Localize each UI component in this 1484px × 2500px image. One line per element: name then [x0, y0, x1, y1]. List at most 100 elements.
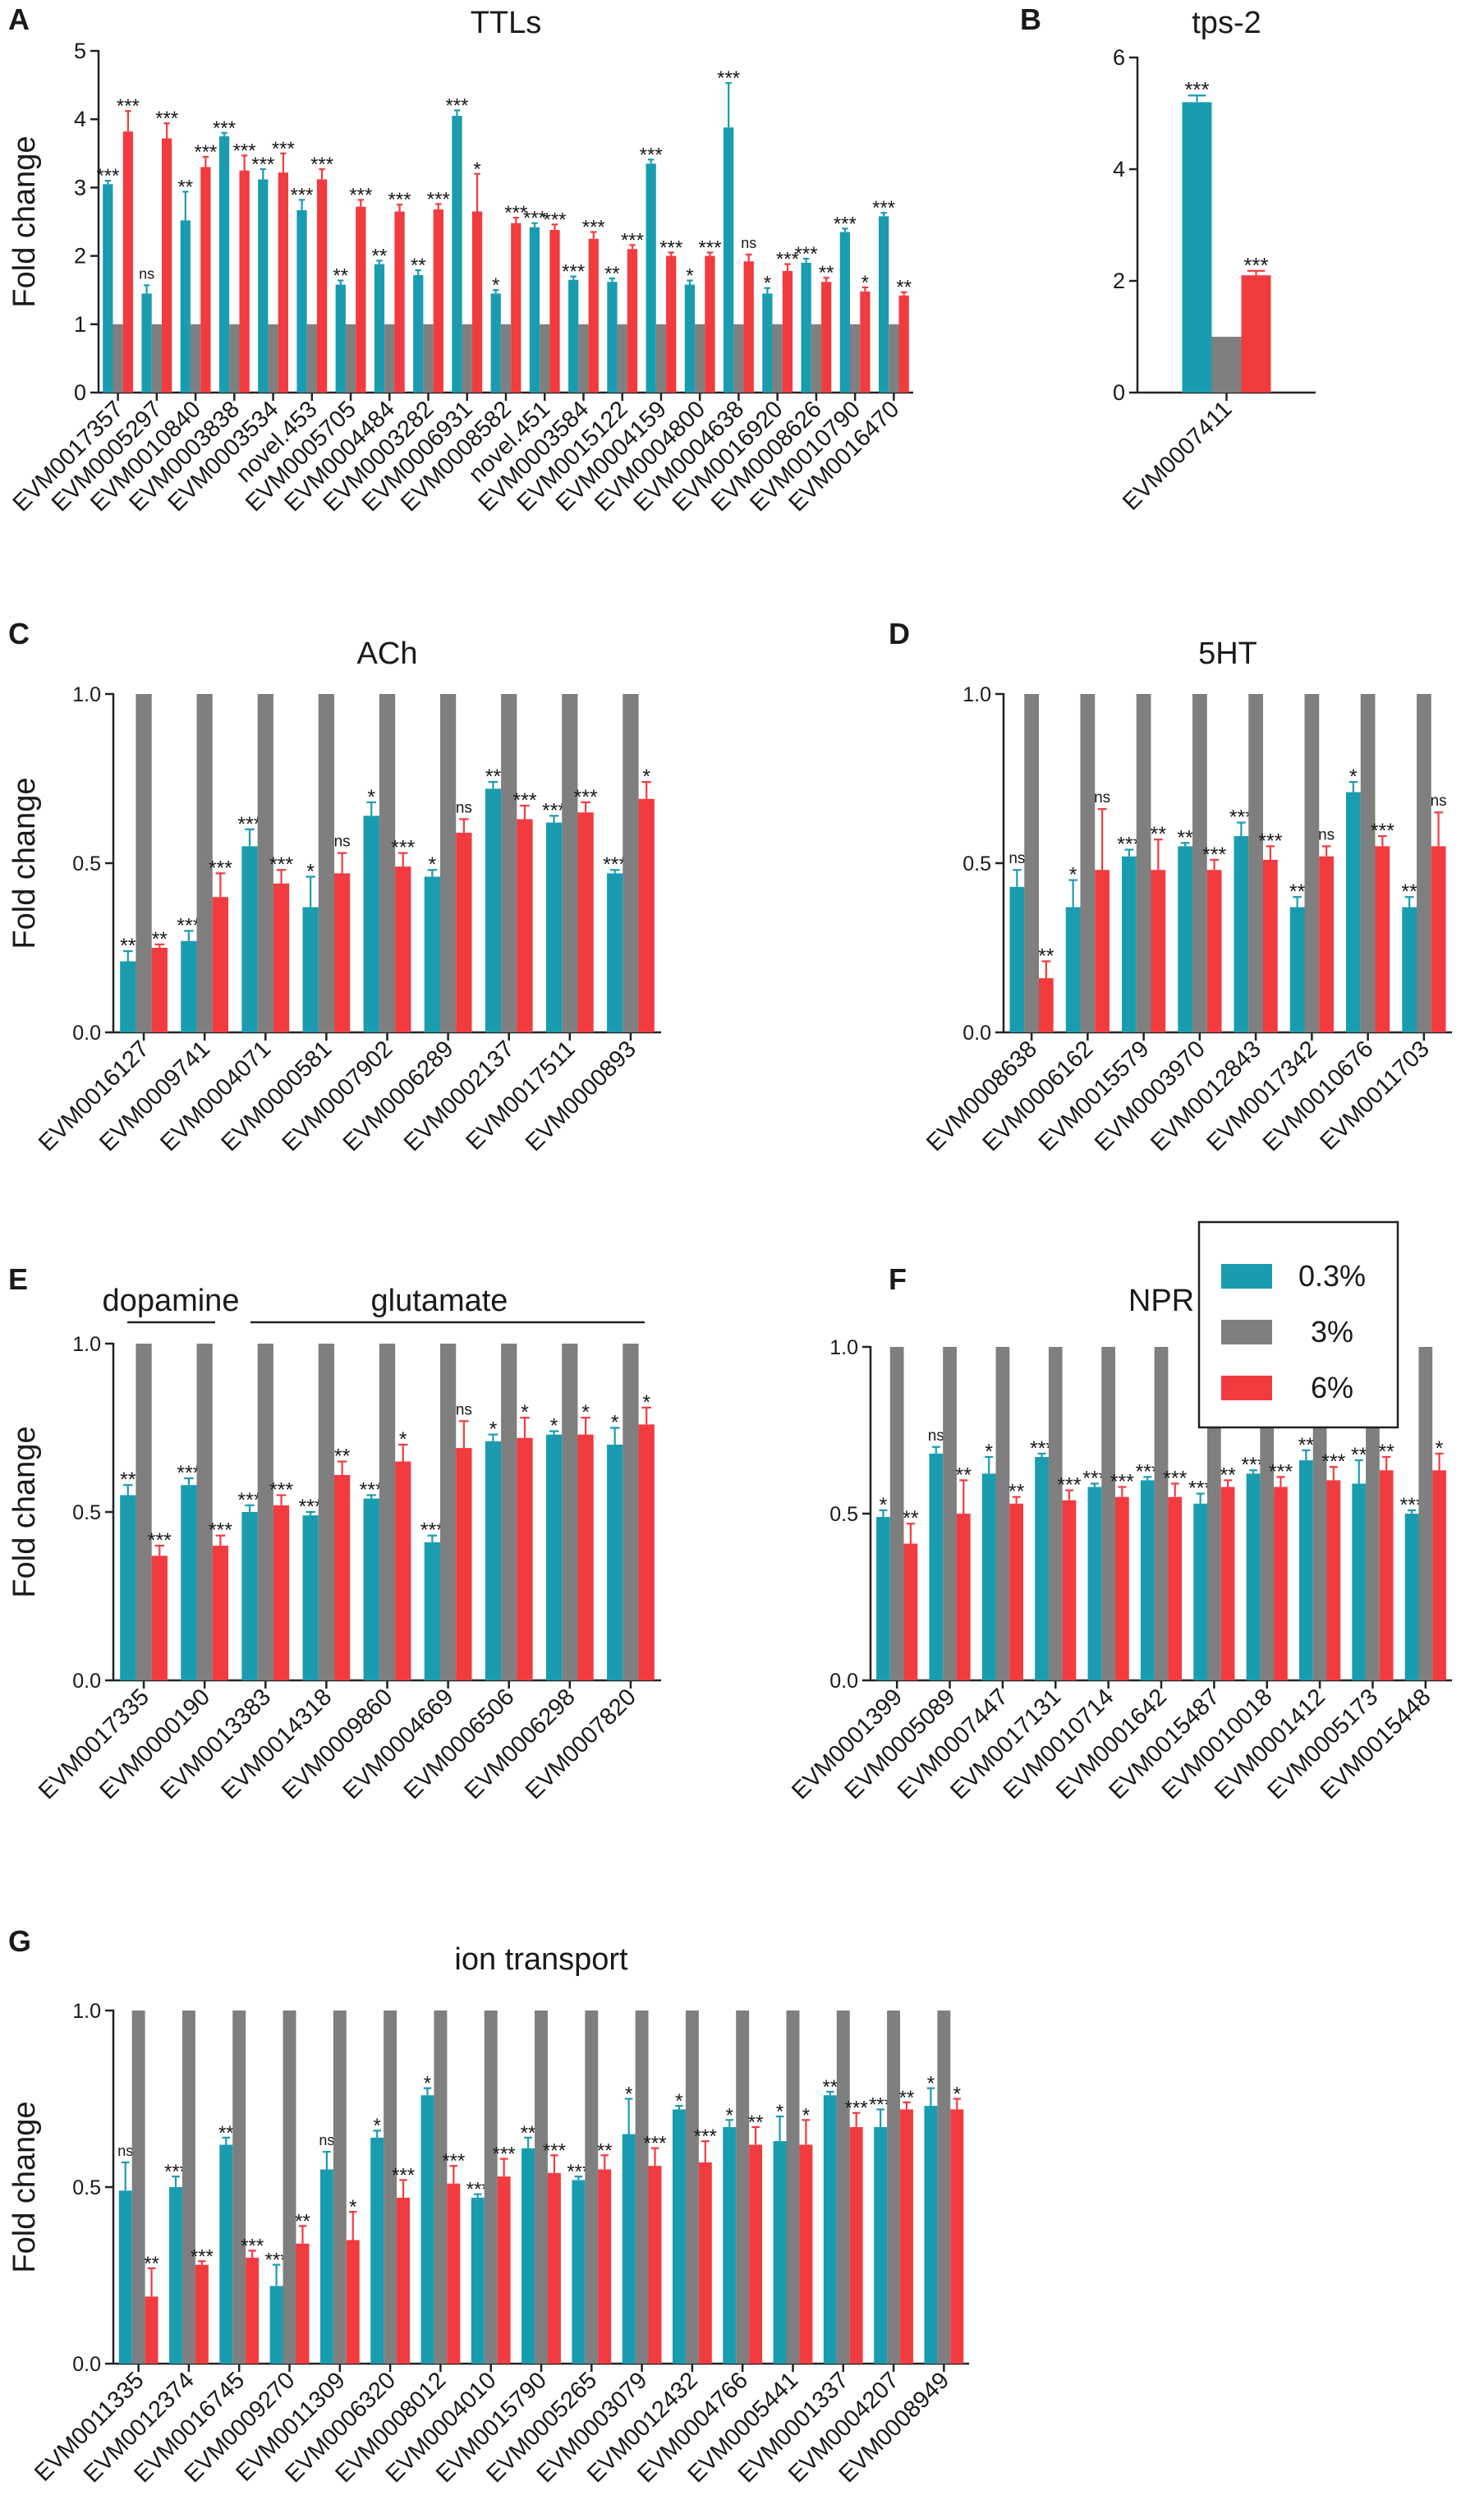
- bar-C-EVM0009741-0.3%: [181, 940, 197, 1032]
- y-tick-label-A: 0: [74, 380, 86, 405]
- bar-D-EVM0010676-6%: [1375, 846, 1390, 1032]
- bar-G-EVM0006320-6%: [397, 2197, 411, 2364]
- bar-G-EVM0016745-3%: [232, 2011, 246, 2364]
- bar-F-EVM0001412-0.3%: [1298, 1460, 1313, 1680]
- bar-G-EVM0004766-3%: [736, 2011, 750, 2364]
- bar-F-EVM0015487-3%: [1206, 1347, 1221, 1680]
- sig-label-G: ***: [442, 2150, 465, 2172]
- bar-G-EVM0005265-3%: [585, 2011, 599, 2364]
- bar-G-EVM0008949-3%: [937, 2011, 951, 2364]
- y-tick-label-B: 2: [1113, 269, 1125, 293]
- bar-G-EVM0001337-0.3%: [823, 2095, 837, 2364]
- bar-C-EVM0004071-0.3%: [241, 846, 258, 1032]
- bar-C-EVM0002137-6%: [517, 819, 533, 1032]
- bar-A-EVM0003584-3%: [578, 324, 589, 393]
- bar-F-EVM0015448-6%: [1432, 1470, 1446, 1680]
- panel-label-A: A: [8, 2, 30, 36]
- sig-label-G: ***: [644, 2133, 667, 2155]
- bar-B-EVM0007411-6%: [1241, 275, 1271, 393]
- bar-D-EVM0015579-3%: [1136, 694, 1151, 1032]
- y-tick-label-B: 4: [1113, 157, 1125, 182]
- sig-label-C: ***: [391, 837, 415, 860]
- chart-title-A: TTLs: [471, 6, 542, 40]
- sig-label-A: ***: [659, 237, 682, 259]
- sig-label-F: **: [1298, 1434, 1315, 1457]
- bar-A-EVM0016470-3%: [889, 324, 899, 393]
- bar-A-EVM0003534-6%: [278, 172, 288, 393]
- sig-label-C: **: [120, 935, 136, 958]
- legend-label-0.3: 0.3%: [1298, 1259, 1366, 1293]
- bar-A-EVM0010790-6%: [860, 291, 871, 393]
- bar-C-EVM0000581-6%: [334, 873, 351, 1032]
- bar-F-EVM0010714-0.3%: [1087, 1487, 1102, 1680]
- bar-G-EVM0004207-3%: [887, 2011, 901, 2364]
- bar-F-EVM0005089-0.3%: [929, 1453, 944, 1680]
- sig-label-E: ns: [456, 1401, 472, 1418]
- sig-label-C: *: [428, 853, 436, 876]
- bar-A-EVM0010840-3%: [190, 324, 201, 393]
- sig-label-G: **: [144, 2253, 159, 2275]
- bar-A-EVM0008626-6%: [821, 282, 832, 393]
- bar-C-EVM0000581-0.3%: [302, 907, 319, 1032]
- sig-label-A: ***: [194, 141, 217, 163]
- y-axis-label-G: Fold change: [7, 2101, 42, 2273]
- bar-E-EVM0004669-3%: [439, 1344, 457, 1680]
- bar-C-EVM0006289-3%: [439, 694, 457, 1032]
- sig-label-D: ***: [1202, 843, 1226, 866]
- sig-label-A: ***: [872, 197, 895, 219]
- bar-C-EVM0006289-6%: [456, 832, 472, 1032]
- bar-F-EVM0005089-6%: [956, 1514, 971, 1680]
- sig-label-C: ***: [209, 857, 232, 880]
- bar-A-EVM0016920-6%: [782, 270, 793, 393]
- sig-label-F: **: [956, 1464, 972, 1487]
- bar-F-EVM0017131-6%: [1062, 1500, 1077, 1680]
- bar-F-EVM0010018-0.3%: [1246, 1473, 1261, 1680]
- y-tick-label-C: 0.0: [72, 1022, 101, 1045]
- bar-G-EVM0016745-6%: [246, 2258, 260, 2364]
- sig-label-A: ***: [640, 144, 663, 166]
- sig-label-E: **: [334, 1445, 351, 1468]
- bar-G-EVM0008949-0.3%: [924, 2106, 938, 2364]
- bar-F-EVM0005089-3%: [943, 1347, 957, 1680]
- bar-A-EVM0010790-0.3%: [839, 232, 851, 393]
- bar-D-EVM0011703-3%: [1417, 694, 1431, 1032]
- bar-D-EVM0012843-0.3%: [1234, 836, 1249, 1032]
- bar-E-EVM0000190-6%: [212, 1546, 229, 1680]
- bar-D-EVM0010676-0.3%: [1346, 792, 1361, 1032]
- sig-label-D: *: [1069, 864, 1077, 887]
- sig-label-D: ns: [1094, 789, 1110, 807]
- bar-G-EVM0004207-6%: [900, 2109, 913, 2364]
- sig-label-F: *: [880, 1494, 888, 1517]
- bar-G-EVM0005265-0.3%: [572, 2180, 586, 2364]
- bar-A-EVM0005705-6%: [356, 206, 366, 393]
- sig-label-D: ***: [1371, 820, 1394, 843]
- bar-C-EVM0017511-6%: [577, 812, 594, 1032]
- legend-swatch-3: [1221, 1320, 1272, 1344]
- bar-A-EVM0006931-0.3%: [452, 116, 462, 393]
- bar-C-EVM0000893-6%: [638, 798, 655, 1032]
- bar-A-EVM0010790-3%: [850, 324, 861, 393]
- bar-C-EVM0007902-0.3%: [363, 816, 379, 1032]
- bar-F-EVM0005173-0.3%: [1352, 1483, 1367, 1680]
- sig-label-A: **: [896, 277, 912, 299]
- bar-A-EVM0004159-0.3%: [646, 163, 656, 393]
- bar-C-EVM0009741-3%: [196, 694, 213, 1032]
- bar-C-EVM0016127-3%: [136, 694, 152, 1032]
- sig-label-E: ***: [209, 1519, 232, 1542]
- bar-A-EVM0004638-6%: [743, 261, 754, 393]
- bar-A-EVM0010840-0.3%: [180, 220, 191, 393]
- bar-E-EVM0009860-6%: [395, 1461, 411, 1680]
- y-tick-label-D: 0.5: [963, 852, 991, 875]
- bar-A-novel.451-6%: [549, 229, 560, 393]
- sig-label-F: *: [1436, 1437, 1444, 1460]
- bar-G-EVM0004010-3%: [484, 2011, 498, 2364]
- bar-A-EVM0016470-0.3%: [878, 216, 889, 393]
- bar-F-EVM0015448-0.3%: [1404, 1514, 1419, 1680]
- bar-G-EVM0011335-6%: [145, 2296, 159, 2364]
- sig-label-A: ***: [388, 189, 411, 211]
- y-axis-label-A: Fold change: [7, 136, 42, 307]
- legend-label-6: 6%: [1311, 1371, 1353, 1404]
- bar-A-novel.451-0.3%: [529, 227, 540, 393]
- bar-F-EVM0001642-0.3%: [1140, 1480, 1155, 1680]
- bar-D-EVM0017342-0.3%: [1289, 907, 1305, 1032]
